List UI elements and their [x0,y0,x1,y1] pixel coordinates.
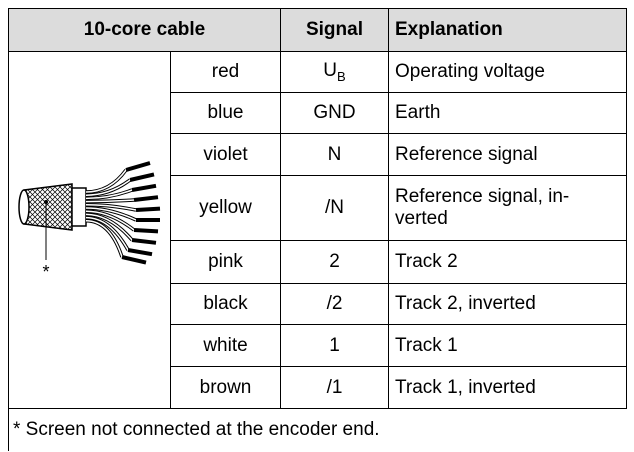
signal: N [280,132,389,177]
signal-text: 2 [329,250,340,272]
table-row: yellow/N Reference signal, in-verted [9,175,627,241]
asterisk-label: * [42,262,49,282]
signal-text: /1 [326,376,343,398]
table-row: pink 2 Track 2 [9,239,627,284]
cable [17,161,160,265]
wire-color: yellow [170,175,281,241]
signal-text: N [327,143,342,165]
table-row: brown/1 Track 1, inverted [9,366,627,409]
wire-color: blue [170,91,281,134]
wire-color: black [170,282,281,326]
wire-color: pink [170,239,281,284]
footnote: * Screen not connected at the encoder en… [8,408,627,451]
table-row: white 1 Track 1 [9,324,627,368]
wire-color: brown [170,366,281,409]
signal: GND [280,91,389,134]
explanation: Track 1, inverted [388,366,627,409]
table-row: blue GND Earth [9,91,627,134]
signal: /1 [280,366,389,409]
signal: /2 [280,282,389,326]
explanation: Operating voltage [388,51,627,93]
cable-drawing: * [17,161,160,282]
explanation: Earth [388,91,627,134]
explanation: Track 2 [388,239,627,284]
signal-subscript: B [337,68,346,84]
table-row: * red UB Operating voltage [8,51,627,409]
signal-text: GND [313,101,356,123]
explanation: Reference signal [388,132,627,177]
explanation: Track 2, inverted [388,282,627,326]
wire-color: white [170,324,281,368]
header-cell: Signal [280,8,389,52]
wire-color: red [170,51,281,93]
signal: /N [280,175,389,241]
explanation: Track 1 [388,324,627,368]
cable-image-cell: * [8,51,171,409]
table-body: * red UB Operating voltage blue GND Earth viole… [8,51,627,409]
explanation: Reference signal, in-verted [388,175,627,241]
header-cell: 10-core cable [8,8,281,52]
signal: 1 [280,324,389,368]
signal-text: /2 [326,292,343,314]
signal: 2 [280,239,389,284]
table-row: black/2 Track 2, inverted [9,282,627,326]
cable-table: 10-core cable Signal Explanation [8,8,627,451]
signal-text: /N [325,197,344,219]
signal: UB [280,51,389,93]
table-row: violet N Reference signal [9,132,627,177]
wire-color: violet [170,132,281,177]
header-cell: Explanation [388,8,627,52]
signal-text: 1 [329,334,340,356]
signal-text: U [323,60,338,81]
